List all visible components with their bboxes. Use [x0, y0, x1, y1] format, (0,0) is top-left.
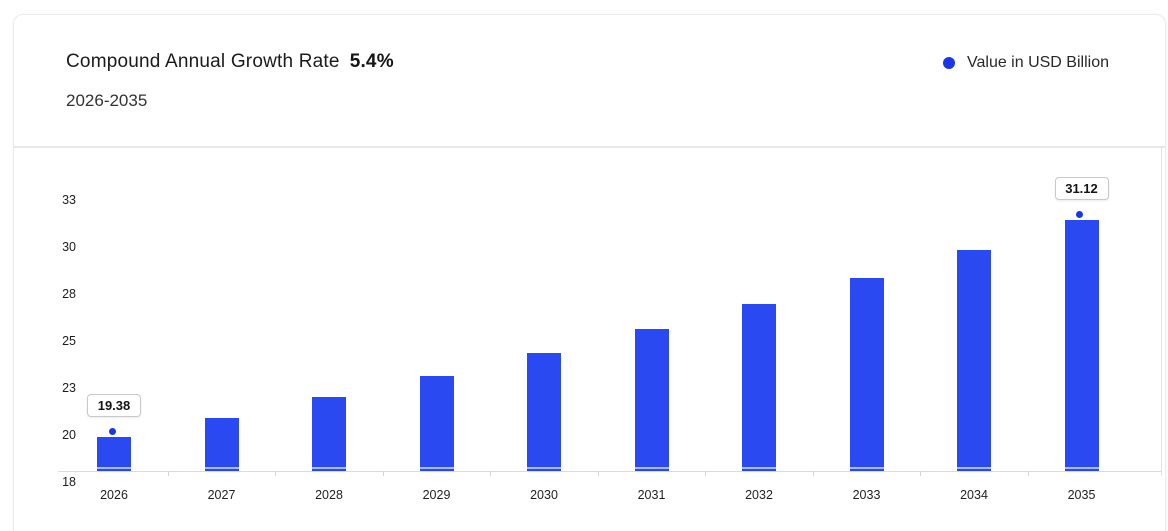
y-axis-tick-label: 28 [62, 287, 76, 301]
x-axis-category-label: 2031 [637, 488, 666, 502]
data-point-marker[interactable] [1074, 208, 1085, 220]
bar-2032[interactable] [742, 304, 776, 471]
data-label-callout: 31.12 [1054, 177, 1109, 200]
chart-header: Compound Annual Growth Rate 5.4% 2026-203… [14, 15, 1165, 146]
bar-2027[interactable] [204, 418, 239, 471]
bar-2034[interactable] [957, 250, 991, 471]
x-axis-tick [920, 471, 921, 476]
x-axis-category-label: 2027 [207, 488, 236, 502]
bar-2035[interactable] [1064, 220, 1099, 471]
x-axis-line [58, 471, 1161, 472]
bar-2026[interactable] [97, 437, 131, 471]
bar-2029[interactable] [419, 376, 454, 471]
x-axis-tick [490, 471, 491, 476]
chart-card: Compound Annual Growth Rate 5.4% 2026-203… [13, 14, 1166, 531]
y-axis-tick-label: 18 [62, 475, 76, 489]
y-axis-tick-label: 20 [62, 428, 76, 442]
bar-2030[interactable] [527, 353, 561, 471]
x-axis-category-label: 2029 [422, 488, 451, 502]
legend-dot-icon [943, 57, 955, 69]
header-divider [14, 146, 1165, 148]
x-axis-category-label: 2026 [100, 488, 128, 502]
x-axis-category-label: 2033 [852, 488, 881, 502]
x-axis-tick [705, 471, 706, 476]
data-label-callout: 19.38 [87, 394, 141, 417]
x-axis-tick [383, 471, 384, 476]
page-title: Compound Annual Growth Rate 5.4% [66, 51, 394, 73]
x-axis-category-label: 2030 [530, 488, 558, 502]
cagr-value: 5.4% [349, 51, 394, 72]
chart-title: Compound Annual Growth Rate [66, 51, 340, 72]
y-axis-tick-label: 23 [62, 381, 76, 395]
bar-chart-plot-area: 33 30 28 25 23 20 18 2026 2027 2028 2029 2030 2031 20… [14, 148, 1165, 531]
x-axis-tick [813, 471, 814, 476]
y-axis-tick-label: 30 [62, 240, 76, 254]
plot-right-border [1161, 148, 1162, 476]
y-axis-tick-label: 33 [62, 193, 76, 207]
bar-2028[interactable] [312, 397, 346, 471]
x-axis-category-label: 2035 [1067, 488, 1096, 502]
chart-subtitle: 2026-2035 [66, 91, 148, 110]
y-axis-tick-label: 25 [62, 334, 76, 348]
legend-label: Value in USD Billion [967, 54, 1109, 71]
x-axis-tick [168, 471, 169, 476]
x-axis-category-label: 2028 [315, 488, 343, 502]
x-axis-category-label: 2034 [960, 488, 988, 502]
legend-item[interactable]: Value in USD Billion [943, 54, 1109, 72]
data-point-marker[interactable] [106, 425, 118, 437]
bar-2033[interactable] [849, 278, 884, 471]
x-axis-tick [275, 471, 276, 476]
x-axis-tick [598, 471, 599, 476]
bar-2031[interactable] [634, 329, 669, 471]
x-axis-category-label: 2032 [745, 488, 773, 502]
x-axis-tick [1028, 471, 1029, 476]
